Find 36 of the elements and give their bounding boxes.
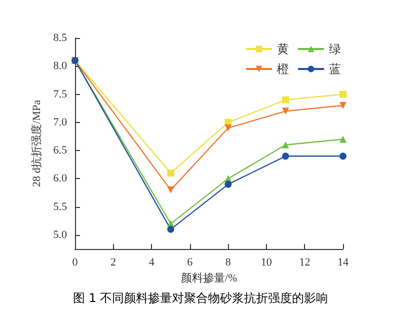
point xyxy=(282,108,290,115)
y-tick-label: 8.5 xyxy=(53,32,68,44)
legend-label: 蓝 xyxy=(329,62,341,76)
legend-label: 绿 xyxy=(329,42,341,56)
y-tick-label: 6.0 xyxy=(53,172,68,185)
point xyxy=(340,102,346,110)
text: 图 1 不同颜料掺量对聚合物砂浆抗折强度的影响 xyxy=(72,291,328,305)
y-tick-label: 5.5 xyxy=(53,200,68,213)
x-tick-label: 6 xyxy=(187,256,194,268)
x-tick-label: 10 xyxy=(260,256,272,268)
x-tick-label: 0 xyxy=(72,256,78,268)
y-tick-label: 7.0 xyxy=(53,116,68,128)
x-tick-label: 4 xyxy=(148,256,155,268)
point xyxy=(340,152,346,160)
point xyxy=(282,152,290,160)
y-tick-label: 8.0 xyxy=(53,60,68,72)
x-tick-label: 14 xyxy=(338,256,349,268)
point xyxy=(167,226,174,233)
point xyxy=(282,141,290,148)
x-tick-label: 12 xyxy=(299,256,310,268)
point xyxy=(282,96,290,104)
point xyxy=(340,90,346,98)
point xyxy=(224,180,232,188)
point xyxy=(167,170,174,177)
legend-label: 橙 xyxy=(277,62,289,76)
y-tick-label: 7.5 xyxy=(53,88,68,100)
point xyxy=(167,186,174,194)
point xyxy=(224,124,232,132)
y-axis-title: 28 d抗折强度/MPa xyxy=(30,100,43,188)
x-tick-label: 8 xyxy=(225,256,232,268)
x-tick-label: 2 xyxy=(110,256,116,268)
legend-label: 黄 xyxy=(277,42,289,56)
x-axis-title: 颜料掺量/% xyxy=(180,271,238,284)
point xyxy=(340,136,346,143)
y-tick-label: 6.5 xyxy=(53,144,68,157)
y-tick-label: 5.0 xyxy=(53,228,68,241)
